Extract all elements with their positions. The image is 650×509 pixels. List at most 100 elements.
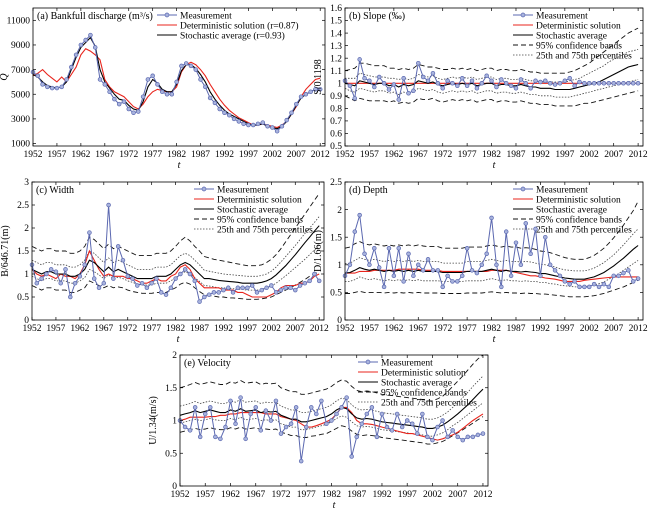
y-tick-label: 11000: [7, 17, 31, 27]
x-axis-label: t: [493, 334, 496, 345]
data-point: [465, 434, 471, 440]
data-point: [298, 94, 304, 99]
x-tick-label: 2007: [287, 150, 306, 160]
data-point: [115, 244, 121, 249]
y-tick-label: 0.7: [330, 117, 342, 127]
x-tick-label: 1967: [409, 150, 428, 160]
data-point: [155, 82, 160, 87]
y-axis-label: D/1.66(m): [313, 230, 324, 272]
data-point: [538, 273, 543, 279]
data-point: [192, 278, 198, 284]
data-point: [601, 281, 607, 287]
x-tick-label: 1992: [215, 150, 234, 160]
y-tick-label: 0: [337, 316, 342, 326]
series-line-band95: [31, 271, 320, 300]
series-line-deterministic: [32, 48, 321, 129]
data-point: [528, 251, 533, 257]
data-point: [183, 61, 189, 66]
data-point: [182, 424, 188, 430]
data-point: [260, 120, 266, 125]
legend-label: Measurement: [180, 11, 232, 21]
x-tick-label: 1967: [94, 324, 113, 334]
data-point: [39, 276, 44, 281]
data-point: [376, 265, 382, 270]
data-point: [513, 240, 519, 245]
x-tick-label: 1992: [372, 490, 391, 500]
data-point: [77, 274, 83, 279]
x-axis-label: t: [493, 160, 496, 171]
data-point: [425, 257, 431, 262]
x-tick-label: 1972: [119, 150, 138, 160]
data-point: [269, 283, 274, 288]
data-point: [192, 405, 198, 410]
data-point: [174, 79, 179, 85]
data-point: [317, 87, 323, 92]
legend-label: Deterministic solution: [381, 368, 466, 378]
data-point: [445, 434, 450, 440]
data-point: [367, 78, 372, 84]
data-point: [78, 42, 84, 48]
data-point: [480, 431, 486, 436]
y-tick-label: 1: [337, 261, 342, 271]
data-point: [513, 86, 519, 91]
data-point: [376, 74, 382, 80]
data-point: [372, 84, 377, 90]
data-point: [164, 91, 170, 97]
data-point: [596, 81, 602, 86]
series-line-stochastic: [179, 388, 484, 429]
data-point: [528, 86, 533, 91]
data-point: [552, 268, 558, 273]
data-point: [420, 268, 426, 273]
data-point: [410, 421, 415, 427]
data-point: [228, 398, 233, 404]
data-point: [489, 215, 494, 221]
data-point: [474, 270, 480, 276]
data-point: [34, 280, 40, 286]
data-point: [440, 284, 445, 290]
data-point: [69, 64, 74, 70]
series-line-deterministic: [345, 268, 639, 282]
data-point: [404, 418, 410, 423]
x-tick-label: 1982: [167, 150, 186, 160]
y-tick-label: 2.5: [17, 201, 29, 211]
y-tick-label: 1.3: [330, 42, 342, 52]
data-point: [379, 411, 385, 417]
data-point: [455, 279, 460, 284]
y-tick-label: 0: [24, 316, 29, 326]
data-point: [352, 229, 358, 234]
data-point: [54, 85, 60, 91]
data-point: [479, 262, 485, 268]
series-line-stochastic: [31, 225, 320, 284]
x-tick-label: 1972: [433, 324, 452, 334]
data-point: [298, 458, 304, 464]
data-point: [206, 292, 212, 297]
y-tick-label: 0.9: [330, 92, 342, 102]
chart-panel-d: 1952 1957 1962 1967 1972 1977 1982 1987 1992 1997…: [313, 178, 648, 345]
data-point: [235, 285, 241, 291]
y-tick-label: 2: [24, 224, 29, 234]
data-point: [278, 431, 284, 436]
data-point: [202, 411, 208, 417]
data-point: [386, 87, 392, 92]
data-point: [347, 83, 353, 89]
data-point: [112, 96, 117, 102]
y-tick-label: 1.6: [330, 4, 342, 14]
data-point: [367, 262, 372, 268]
legend-label: Measurement: [381, 358, 433, 368]
y-tick-label: 3000: [11, 115, 30, 125]
data-point: [420, 411, 425, 417]
data-point: [303, 91, 309, 97]
y-tick-label: 1000: [11, 140, 30, 150]
data-point: [401, 279, 406, 284]
data-point: [401, 76, 406, 81]
data-point: [415, 431, 420, 436]
x-tick-label: 1992: [531, 324, 550, 334]
data-point: [226, 285, 231, 291]
data-point: [303, 424, 309, 430]
data-point: [494, 262, 499, 268]
data-point: [381, 284, 387, 290]
data-point: [213, 434, 218, 440]
data-point: [616, 81, 621, 86]
data-point: [329, 418, 334, 423]
x-tick-label: 1977: [297, 490, 316, 500]
